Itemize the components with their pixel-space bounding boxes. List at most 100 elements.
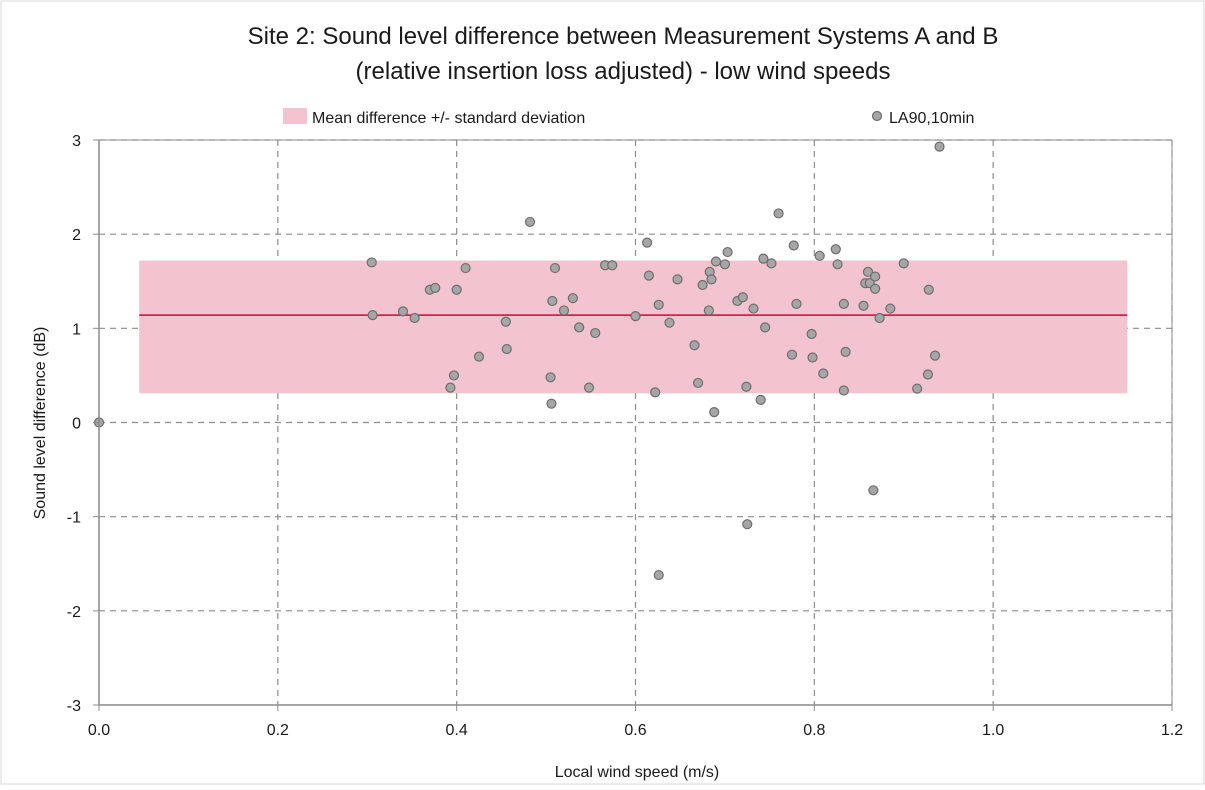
data-point [574, 322, 585, 333]
data-point [460, 262, 471, 274]
legend-band-swatch [283, 108, 307, 124]
data-point [366, 257, 377, 268]
x-tick-label: 0.4 [446, 722, 468, 739]
x-tick-label: 1.2 [1161, 722, 1183, 739]
data-point [742, 519, 753, 530]
plot-area [99, 140, 1172, 705]
data-point [549, 262, 561, 274]
data-point [706, 274, 717, 285]
data-point [448, 370, 460, 381]
data-point [590, 327, 601, 339]
data-point [692, 377, 704, 389]
data-point [583, 382, 595, 393]
data-point [806, 328, 817, 340]
y-tick-label: 0 [72, 416, 81, 433]
data-point [807, 352, 818, 363]
data-point [367, 310, 378, 321]
y-tick-label: -2 [67, 604, 81, 621]
data-point [650, 387, 661, 398]
data-point [922, 369, 933, 380]
data-point [814, 250, 825, 261]
legend: Mean difference +/- standard deviation L… [283, 108, 974, 127]
x-tick-label: 0.2 [267, 722, 289, 739]
data-point [874, 312, 885, 324]
data-point [741, 381, 752, 392]
data-point [870, 271, 881, 282]
y-tick-label: 2 [72, 227, 81, 244]
data-point [788, 240, 799, 251]
data-point [710, 256, 722, 267]
y-tick-label: -3 [67, 698, 81, 715]
data-point [501, 343, 512, 355]
data-point [500, 316, 511, 327]
data-point [755, 394, 766, 405]
data-point [524, 216, 536, 228]
data-point [607, 260, 618, 271]
chart-title-line-2: (relative insertion loss adjusted) - low… [356, 58, 891, 85]
y-axis-label: Sound level difference (dB) [32, 327, 49, 520]
data-point [445, 382, 456, 393]
x-tick-label: 0.8 [803, 722, 825, 739]
x-axis-label: Local wind speed (m/s) [555, 764, 720, 781]
chart-title-line-1: Site 2: Sound level difference between M… [248, 23, 999, 50]
y-tick-label: -1 [67, 510, 81, 527]
data-point [567, 293, 579, 304]
x-tick-label: 0.6 [624, 722, 646, 739]
data-point [558, 305, 570, 316]
data-point [664, 317, 675, 328]
data-point [397, 306, 409, 317]
data-point [546, 398, 557, 409]
data-point [748, 303, 759, 314]
data-point [818, 368, 829, 379]
data-point [934, 141, 945, 152]
data-point [473, 351, 485, 362]
data-point [868, 485, 879, 496]
data-point [451, 284, 462, 295]
data-point [689, 340, 700, 351]
axes: 0.0 0.2 0.4 0.6 0.8 1.0 1.2 3 2 1 0 -1 -2 -3 [67, 133, 1183, 739]
y-tick-label: 3 [72, 133, 81, 150]
data-point [653, 299, 664, 310]
data-point [840, 346, 851, 357]
plot-background [99, 140, 1172, 705]
data-point [838, 298, 849, 309]
data-point [703, 305, 714, 316]
data-point [630, 310, 641, 322]
data-point [830, 244, 841, 255]
data-point [760, 322, 771, 333]
data-point [709, 407, 720, 418]
data-point [719, 259, 731, 270]
legend-point-marker [871, 110, 883, 122]
data-point [766, 258, 777, 269]
x-tick-label: 1.0 [982, 722, 1004, 739]
y-tick-label: 1 [72, 321, 81, 338]
data-point [643, 270, 655, 281]
data-point [672, 274, 683, 285]
scatter-points [93, 141, 945, 581]
data-point [929, 350, 941, 361]
data-point [722, 246, 733, 258]
std-dev-band [139, 260, 1128, 394]
data-point [773, 208, 784, 219]
data-point [786, 349, 798, 360]
data-point [832, 259, 843, 270]
data-point [547, 295, 558, 307]
data-point [885, 303, 896, 314]
data-point [737, 292, 748, 303]
std-dev-band-layer [139, 260, 1128, 394]
data-point [653, 569, 664, 581]
data-point [862, 266, 874, 277]
data-point [838, 385, 849, 396]
data-point [912, 383, 923, 394]
data-point [545, 372, 556, 383]
data-point [791, 298, 802, 309]
data-point [898, 258, 909, 269]
data-point [858, 300, 869, 311]
data-point [642, 237, 653, 248]
legend-band-label: Mean difference +/- standard deviation [312, 110, 585, 127]
data-point [758, 253, 769, 264]
data-point [697, 279, 708, 291]
data-point [923, 284, 934, 295]
